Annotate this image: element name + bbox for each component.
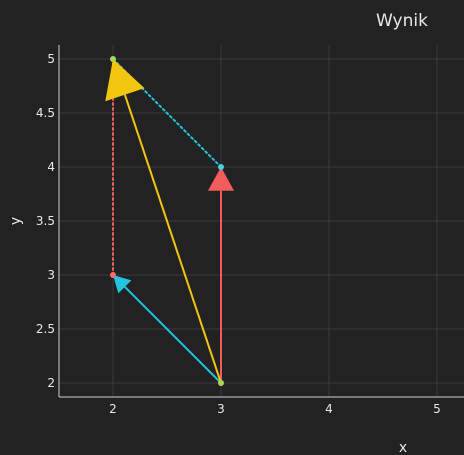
data-point (110, 271, 116, 278)
x-tick-label: 5 (433, 402, 441, 416)
arrow-head (105, 59, 145, 102)
y-tick-label: 2.5 (36, 322, 55, 336)
chart-marks (105, 56, 235, 386)
x-axis-title: x (399, 440, 407, 455)
tick-labels: 2 3 4 5 2 2.5 3 3.5 4 4.5 5 (36, 52, 441, 416)
y-tick-label: 4.5 (36, 106, 55, 120)
x-tick-label: 3 (217, 402, 225, 416)
data-point (218, 164, 224, 171)
chart-title: Wynik (376, 11, 428, 31)
x-tick-label: 2 (109, 402, 117, 416)
y-tick-label: 4 (47, 160, 55, 174)
axes (58, 45, 464, 398)
data-point (218, 379, 224, 386)
y-axis-title: y (8, 217, 24, 225)
y-tick-label: 3.5 (36, 214, 55, 228)
arrow-shaft (124, 286, 222, 384)
arrow-head (113, 274, 132, 294)
y-tick-label: 5 (47, 52, 55, 66)
y-tick-label: 2 (47, 376, 55, 390)
arrow-shaft (123, 94, 222, 384)
x-tick-label: 4 (325, 402, 333, 416)
data-point (110, 56, 116, 63)
arrow-head (207, 167, 235, 191)
grid (59, 45, 464, 397)
y-tick-label: 3 (47, 268, 55, 282)
